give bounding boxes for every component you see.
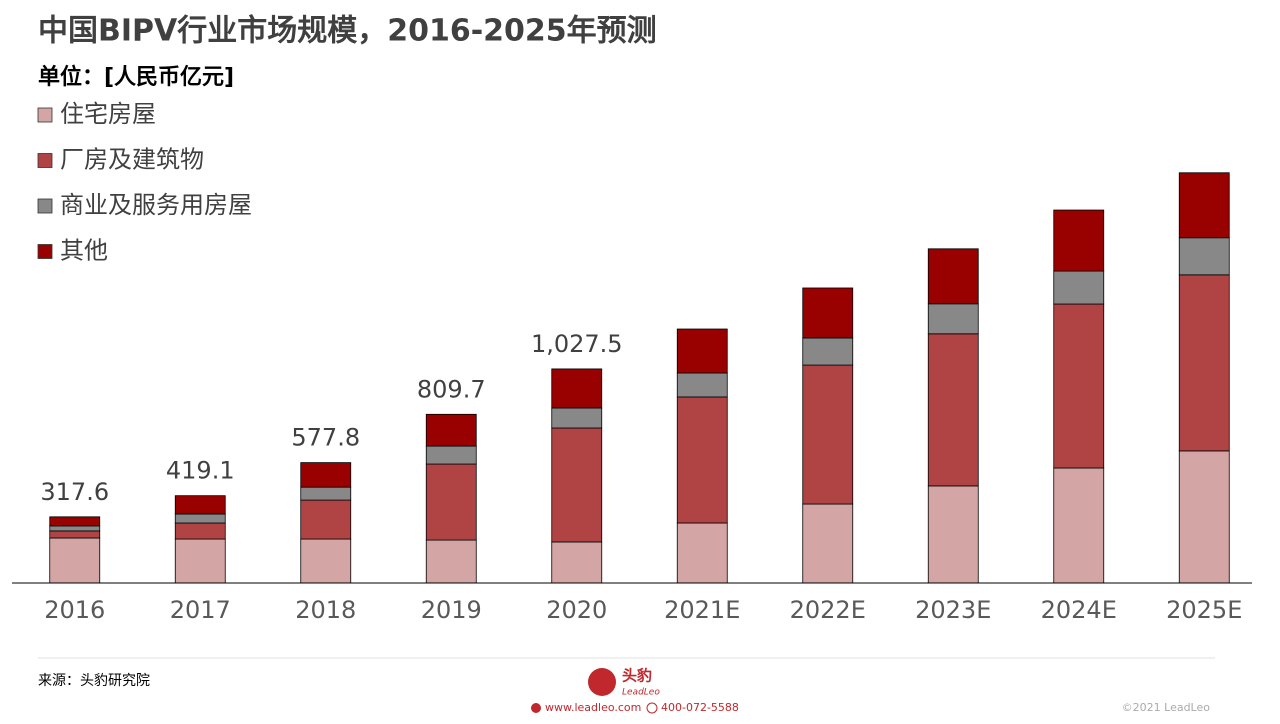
bar-segment xyxy=(927,248,979,305)
bar-segment xyxy=(1053,270,1105,305)
legend-label: 厂房及建筑物 xyxy=(60,146,204,174)
bar-segment xyxy=(676,522,728,584)
x-tick-label: 2025E xyxy=(1166,596,1242,624)
bar-segment xyxy=(300,499,352,540)
bar-segment xyxy=(927,303,979,335)
bar-segment xyxy=(174,522,226,540)
bar-segment xyxy=(174,495,226,515)
unit-label: 单位：[人民币亿元] xyxy=(38,64,234,90)
legend-label: 其他 xyxy=(60,237,108,265)
bar-segment xyxy=(174,538,226,584)
bar-segment xyxy=(1053,467,1105,584)
bar-segment xyxy=(300,462,352,488)
bar-segment xyxy=(1178,450,1230,584)
bar-segment xyxy=(300,486,352,501)
legend-label: 商业及服务用房屋 xyxy=(60,191,252,219)
x-tick-label: 2024E xyxy=(1041,596,1117,624)
x-tick-label: 2022E xyxy=(790,596,866,624)
bar-segment xyxy=(927,485,979,584)
copyright: ©2021 LeadLeo xyxy=(1122,701,1211,714)
bar-segment xyxy=(1178,237,1230,276)
total-label: 317.6 xyxy=(40,478,109,506)
logo-text-en: LeadLeo xyxy=(622,688,660,698)
x-tick-label: 2020 xyxy=(546,596,607,624)
total-label: 577.8 xyxy=(291,424,360,452)
bar-segment xyxy=(49,516,101,527)
bar-segment xyxy=(425,463,477,541)
bar-segment xyxy=(802,503,854,584)
x-tick-label: 2018 xyxy=(295,596,356,624)
source: 来源：头豹研究院 xyxy=(38,673,150,689)
bar-segment xyxy=(551,368,603,409)
total-label: 1,027.5 xyxy=(531,330,623,358)
x-tick-label: 2023E xyxy=(915,596,991,624)
bar-segment xyxy=(1053,303,1105,469)
bar-segment xyxy=(927,333,979,487)
x-tick-label: 2021E xyxy=(664,596,740,624)
bar-segment xyxy=(1053,209,1105,272)
logo-icon xyxy=(588,668,616,696)
logo-text: 头豹 xyxy=(622,667,652,685)
web-icon xyxy=(531,703,541,713)
phone: 400-072-5588 xyxy=(661,701,739,714)
total-label: 419.1 xyxy=(166,457,235,485)
bar-segment xyxy=(551,407,603,429)
x-tick-label: 2019 xyxy=(421,596,482,624)
bar-segment xyxy=(1178,172,1230,239)
bar-segment xyxy=(551,427,603,543)
bar-segment xyxy=(676,328,728,374)
bar-segment xyxy=(802,287,854,339)
chart-title: 中国BIPV行业市场规模，2016-2025年预测 xyxy=(38,14,657,49)
bar-segment xyxy=(676,396,728,524)
bar-segment xyxy=(174,513,226,524)
bar-segment xyxy=(425,413,477,447)
total-label: 809.7 xyxy=(417,375,486,403)
bar-segment xyxy=(551,541,603,584)
x-tick-label: 2017 xyxy=(170,596,231,624)
bar-segment xyxy=(802,337,854,366)
bar-segment xyxy=(1178,274,1230,452)
bar-segment xyxy=(425,445,477,465)
bar-segment xyxy=(676,372,728,398)
legend-swatch xyxy=(37,153,53,168)
bar-segment xyxy=(425,539,477,584)
legend-swatch xyxy=(37,244,53,259)
bar-segment xyxy=(49,530,101,539)
x-tick-label: 2016 xyxy=(44,596,105,624)
website: www.leadleo.com xyxy=(545,701,641,714)
legend-swatch xyxy=(37,107,53,123)
legend-swatch xyxy=(37,198,53,214)
bar-segment xyxy=(802,364,854,505)
legend-label: 住宅房屋 xyxy=(60,100,156,128)
phone-icon xyxy=(646,702,658,714)
bar-segment xyxy=(49,537,101,584)
bar-segment xyxy=(300,538,352,584)
bar-segment xyxy=(49,525,101,532)
